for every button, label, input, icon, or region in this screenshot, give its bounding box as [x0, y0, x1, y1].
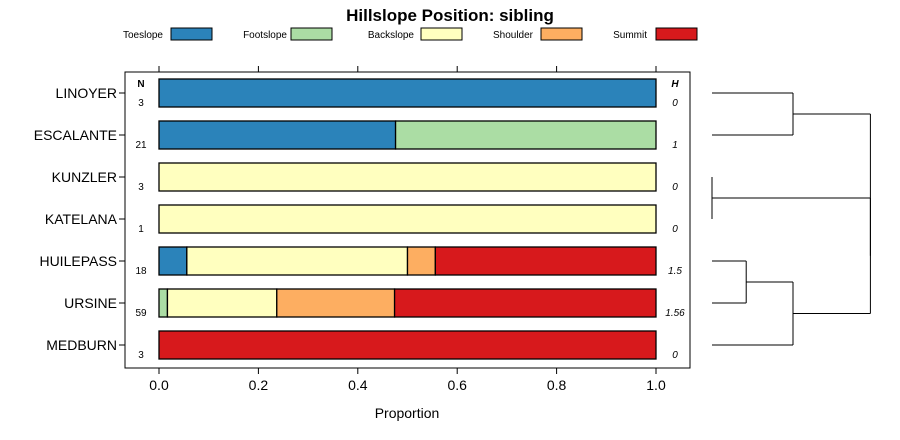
- n-value-huilepass: 18: [135, 266, 147, 277]
- legend-label-footslope: Footslope: [243, 30, 287, 41]
- bar-segment-backslope: [186, 246, 409, 276]
- row-label-ursine: URSINE: [64, 295, 117, 311]
- bar-segment-backslope: [166, 288, 278, 318]
- bar-segment-toeslope: [158, 78, 657, 108]
- bar-segment-footslope: [394, 120, 657, 150]
- row-label-escalante: ESCALANTE: [34, 127, 117, 143]
- n-value-medburn: 3: [138, 350, 144, 361]
- bar-segment-shoulder: [406, 246, 436, 276]
- bar-segment-summit: [393, 288, 657, 318]
- bar-segment-backslope: [158, 162, 657, 192]
- bar-segment-summit: [158, 330, 657, 360]
- h-value-linoyer: 0: [672, 98, 678, 109]
- n-value-escalante: 21: [135, 140, 147, 151]
- bar-segment-footslope: [158, 288, 169, 318]
- x-tick-label: 0.8: [547, 377, 567, 393]
- n-value-katelana: 1: [138, 224, 144, 235]
- h-header: H: [671, 79, 679, 90]
- n-value-kunzler: 3: [138, 182, 144, 193]
- bar-segment-backslope: [158, 204, 657, 234]
- h-value-kunzler: 0: [672, 182, 678, 193]
- x-axis-label: Proportion: [375, 405, 440, 421]
- row-label-katelana: KATELANA: [45, 211, 118, 227]
- bar-segment-toeslope: [158, 246, 188, 276]
- x-tick-label: 0.6: [447, 377, 467, 393]
- h-value-huilepass: 1.5: [668, 266, 682, 277]
- legend-label-toeslope: Toeslope: [123, 30, 163, 41]
- row-label-medburn: MEDBURN: [46, 337, 117, 353]
- legend-label-summit: Summit: [613, 30, 647, 41]
- bar-segment-summit: [434, 246, 657, 276]
- h-value-ursine: 1.56: [665, 308, 685, 319]
- bar-segment-shoulder: [276, 288, 396, 318]
- legend-swatch-toeslope: [170, 27, 213, 41]
- row-label-linoyer: LINOYER: [56, 85, 117, 101]
- legend-label-shoulder: Shoulder: [493, 30, 534, 41]
- legend-label-backslope: Backslope: [368, 30, 415, 41]
- h-value-escalante: 1: [672, 140, 678, 151]
- n-value-ursine: 59: [135, 308, 147, 319]
- h-value-medburn: 0: [672, 350, 678, 361]
- chart-title: Hillslope Position: sibling: [346, 6, 554, 25]
- axis-ticks: 0.0 0.2 0.4 0.6 0.8 1.0: [149, 66, 666, 393]
- x-tick-label: 0.2: [249, 377, 269, 393]
- legend-swatch-footslope: [290, 27, 333, 41]
- legend-swatch-shoulder: [540, 27, 583, 41]
- dendrogram: [711, 92, 871, 346]
- legend: Toeslope Footslope Backslope Shoulder Summit: [123, 27, 698, 41]
- x-tick-label: 0.4: [348, 377, 368, 393]
- legend-swatch-backslope: [420, 27, 463, 41]
- bar-rows: LINOYER 3 0 ESCALANTE 21 1 KUNZLER 3 0 KATELANA 1 0…: [34, 78, 685, 361]
- bar-segment-toeslope: [158, 120, 397, 150]
- row-label-kunzler: KUNZLER: [52, 169, 117, 185]
- x-tick-label: 1.0: [646, 377, 666, 393]
- n-value-linoyer: 3: [138, 98, 144, 109]
- h-value-katelana: 0: [672, 224, 678, 235]
- n-header: N: [137, 79, 144, 90]
- plot-frame: [124, 71, 691, 369]
- x-tick-label: 0.0: [149, 377, 169, 393]
- legend-swatch-summit: [655, 27, 698, 41]
- row-label-huilepass: HUILEPASS: [39, 253, 117, 269]
